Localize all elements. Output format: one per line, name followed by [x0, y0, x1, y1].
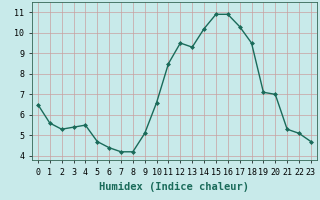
- X-axis label: Humidex (Indice chaleur): Humidex (Indice chaleur): [100, 182, 249, 192]
